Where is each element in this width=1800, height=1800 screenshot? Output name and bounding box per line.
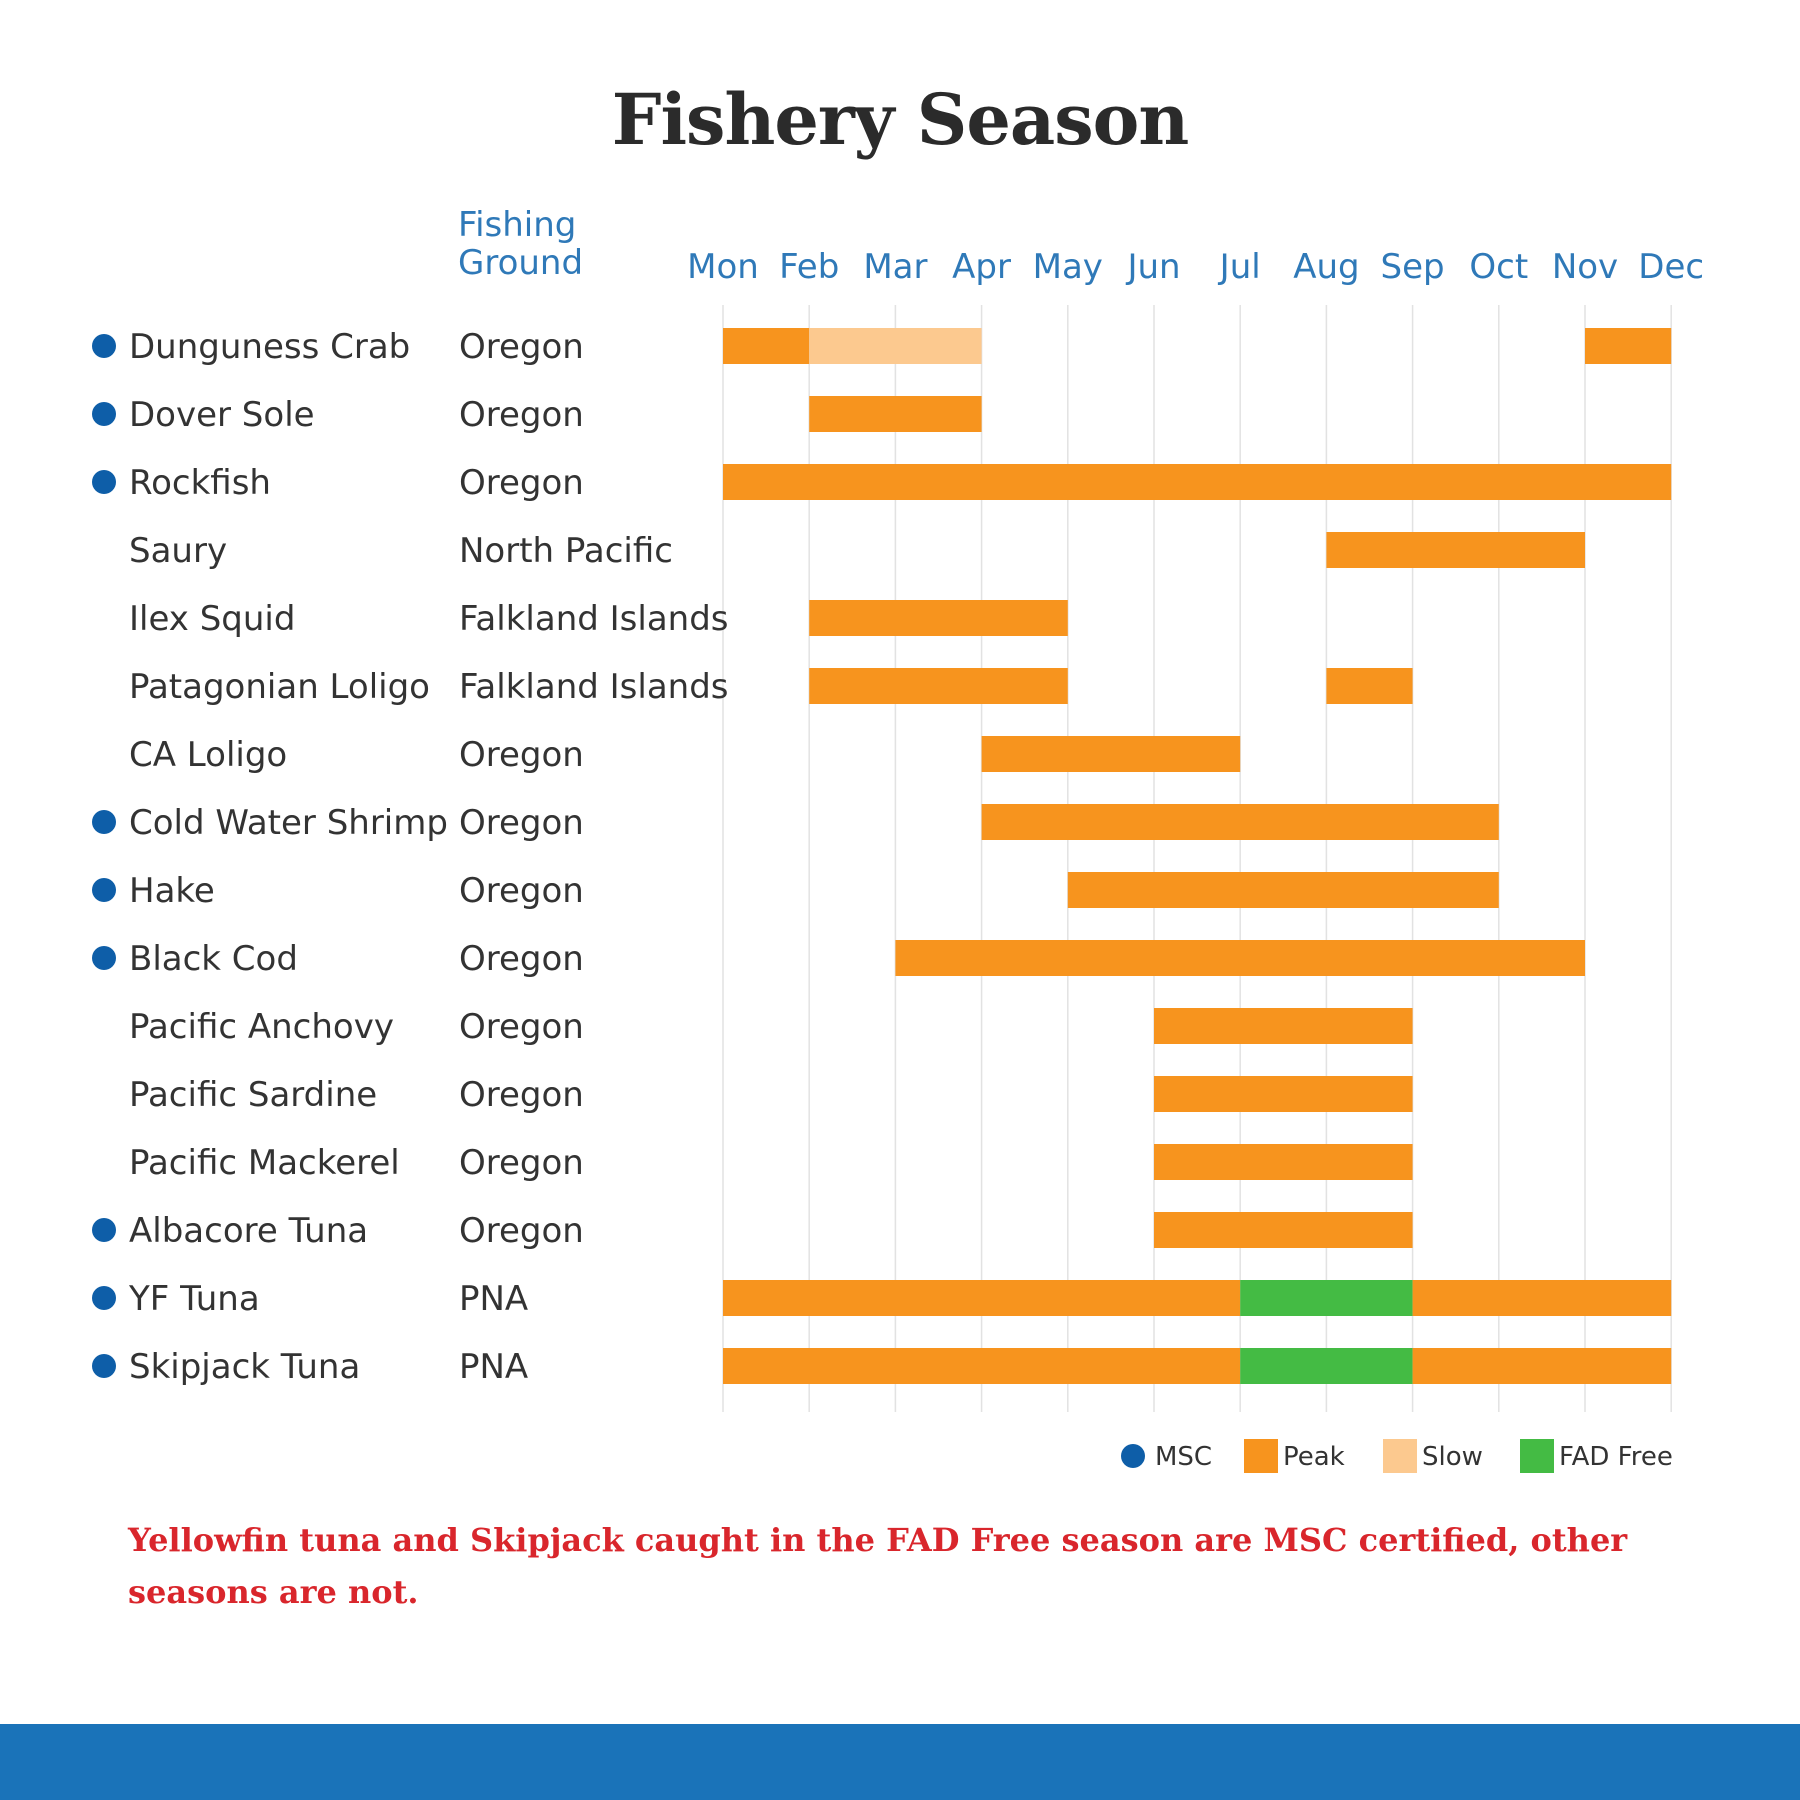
month-label: Apr [952,247,1011,287]
ground-label: Oregon [459,1143,584,1183]
month-label: Aug [1293,247,1359,287]
season-bar-fadfree [1240,1280,1413,1316]
msc-dot [92,1354,116,1378]
month-label: May [1033,247,1103,287]
season-bar-peak [895,940,1585,976]
msc-dot [92,946,116,970]
msc-footnote: Yellowfin tuna and Skipjack caught in th… [128,1521,1628,1611]
ground-label: Oregon [459,463,584,503]
legend-msc-label: MSC [1155,1442,1212,1472]
ground-label: Oregon [459,1075,584,1115]
month-label: Jun [1125,247,1180,287]
ground-label: PNA [459,1279,528,1319]
season-bar-peak [1412,1348,1672,1384]
month-label: Mar [863,247,927,287]
species-label: Dunguness Crab [129,327,410,367]
ground-label: Oregon [459,939,584,979]
species-label: Cold Water Shrimp [129,803,448,843]
legend-fadfree-label: FAD Free [1559,1442,1673,1472]
legend-slow-marker [1383,1439,1417,1473]
season-bar-peak [981,804,1499,840]
footer-bar [0,1724,1800,1800]
msc-dot [92,878,116,902]
legend-peak-marker [1244,1439,1278,1473]
species-label: Saury [129,531,227,571]
ground-label: Falkland Islands [459,667,729,707]
ground-label: Oregon [459,803,584,843]
species-label: Patagonian Loligo [129,667,430,707]
month-label: Jul [1218,247,1261,287]
species-label: Rockfish [129,463,271,503]
season-bars [723,328,1672,1384]
season-bar-peak [1412,1280,1672,1316]
season-bar-peak [1326,532,1585,568]
species-label: CA Loligo [129,735,287,775]
season-bar-peak [723,1348,1241,1384]
ground-label: PNA [459,1347,528,1387]
season-bar-peak [1067,872,1499,908]
month-label: Nov [1552,247,1618,287]
legend-peak-label: Peak [1283,1442,1345,1472]
chart-legend: MSC Peak Slow FAD Free [1121,1439,1673,1473]
msc-dot [92,402,116,426]
legend-slow-label: Slow [1422,1442,1483,1472]
species-label: Hake [129,871,215,911]
species-label: Dover Sole [129,395,315,435]
month-label: Feb [779,247,839,287]
species-label: Pacific Anchovy [129,1007,394,1047]
page-title: Fishery Season [611,78,1190,161]
season-bar-fadfree [1240,1348,1413,1384]
season-bar-peak [1326,668,1413,704]
msc-dot [92,470,116,494]
fishing-ground-header: Fishing Ground [458,205,584,283]
season-bar-peak [809,600,1068,636]
msc-dot [92,810,116,834]
month-label: Sep [1381,247,1445,287]
season-bar-peak [723,328,810,364]
species-label: Pacific Mackerel [129,1143,400,1183]
season-bar-peak [1154,1008,1413,1044]
ground-label: Oregon [459,871,584,911]
ground-label: Falkland Islands [459,599,729,639]
season-bar-peak [809,668,1068,704]
legend-fadfree-marker [1520,1439,1554,1473]
ground-label: Oregon [459,395,584,435]
row-labels: Dunguness Crab Oregon Dover Sole Oregon Rock… [92,327,729,1387]
ground-label: Oregon [459,327,584,367]
month-label: Mon [687,247,759,287]
season-bar-peak [1154,1212,1413,1248]
ground-label: Oregon [459,1007,584,1047]
ground-label: North Pacific [459,531,673,571]
season-bar-peak [1154,1144,1413,1180]
species-label: Pacific Sardine [129,1075,377,1115]
season-bar-peak [723,1280,1241,1316]
msc-dot [92,1218,116,1242]
season-bar-peak [981,736,1241,772]
season-bar-peak [723,464,1672,500]
legend-msc-marker [1121,1444,1145,1468]
season-bar-peak [1585,328,1672,364]
season-bar-peak [1154,1076,1413,1112]
msc-dot [92,1286,116,1310]
species-label: YF Tuna [128,1279,260,1319]
season-bar-peak [809,396,982,432]
ground-label: Oregon [459,1211,584,1251]
ground-label: Oregon [459,735,584,775]
species-label: Ilex Squid [129,599,295,639]
msc-dot [92,334,116,358]
species-label: Albacore Tuna [129,1211,368,1251]
species-label: Black Cod [129,939,298,979]
month-label: Oct [1469,247,1528,287]
species-label: Skipjack Tuna [129,1347,360,1387]
month-label: Dec [1638,247,1704,287]
month-axis: Mon Feb Mar Apr May Jun Jul Aug Sep Oct Nov Dec [687,247,1704,287]
season-bar-slow [809,328,982,364]
